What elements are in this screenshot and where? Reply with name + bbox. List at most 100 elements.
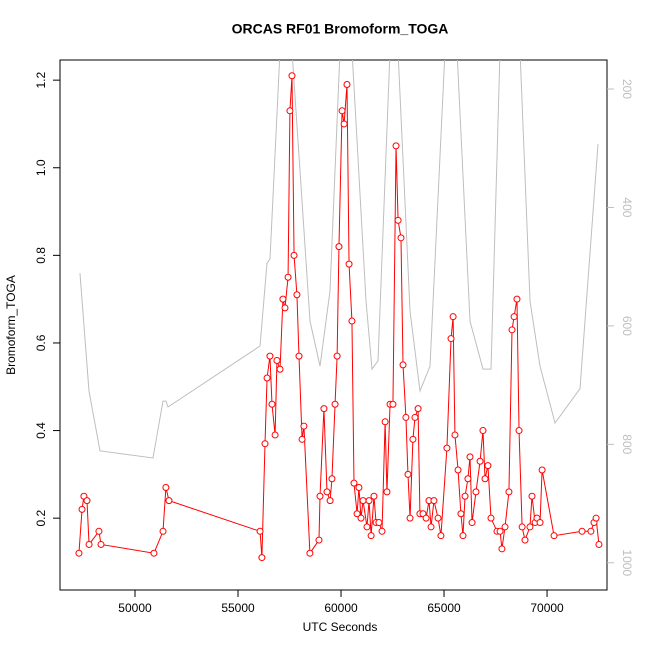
data-point <box>434 514 442 522</box>
plot-area <box>75 60 603 562</box>
data-point <box>383 488 391 496</box>
data-point <box>75 549 83 557</box>
x-axis-label: UTC Seconds <box>303 620 378 634</box>
data-point <box>350 479 358 487</box>
data-point <box>345 260 353 268</box>
data-point <box>378 527 386 535</box>
data-point <box>394 216 402 224</box>
data-point <box>328 475 336 483</box>
data-point <box>159 527 167 535</box>
data-point <box>430 497 438 505</box>
data-point <box>357 514 365 522</box>
data-point <box>306 549 314 557</box>
data-point <box>258 554 266 562</box>
data-point <box>333 352 341 360</box>
data-point <box>323 488 331 496</box>
data-point <box>288 72 296 80</box>
data-point <box>508 326 516 334</box>
data-point <box>284 273 292 281</box>
data-point <box>367 532 375 540</box>
data-point <box>501 523 509 531</box>
data-point <box>389 400 397 408</box>
data-point <box>404 470 412 478</box>
data-point <box>411 413 419 421</box>
data-point <box>397 234 405 242</box>
data-point <box>513 295 521 303</box>
x-tick-label: 70000 <box>530 601 564 615</box>
data-point <box>587 527 595 535</box>
data-point <box>273 356 281 364</box>
data-point <box>454 466 462 474</box>
data-point <box>422 514 430 522</box>
data-point <box>496 527 504 535</box>
data-point <box>427 523 435 531</box>
data-point <box>528 492 536 500</box>
data-point <box>498 545 506 553</box>
data-point <box>443 444 451 452</box>
plot-frame <box>59 59 608 591</box>
y-axis-label: Bromoform_TOGA <box>4 275 18 375</box>
data-point <box>414 405 422 413</box>
data-point <box>348 317 356 325</box>
data-point <box>487 514 495 522</box>
data-point <box>406 514 414 522</box>
data-point <box>355 484 363 492</box>
y-tick-label: 0.4 <box>34 422 48 439</box>
data-point <box>150 549 158 557</box>
series-line <box>78 75 600 558</box>
y2-tick-label: 600 <box>620 316 634 336</box>
y2-tick-label: 800 <box>620 434 634 454</box>
data-point <box>447 335 455 343</box>
data-point <box>279 295 287 303</box>
data-point <box>276 365 284 373</box>
data-point <box>261 440 269 448</box>
x-tick-label: 55000 <box>221 601 255 615</box>
data-point <box>300 422 308 430</box>
data-point <box>381 418 389 426</box>
data-point <box>293 291 301 299</box>
data-point <box>338 107 346 115</box>
x-tick-label: 65000 <box>427 601 461 615</box>
data-point <box>481 475 489 483</box>
data-point <box>464 475 472 483</box>
data-point <box>472 488 480 496</box>
data-point <box>365 497 373 505</box>
data-point <box>449 313 457 321</box>
data-point <box>521 536 529 544</box>
data-point <box>331 400 339 408</box>
data-point <box>271 431 279 439</box>
y-tick-label: 1.2 <box>34 71 48 88</box>
data-point <box>518 523 526 531</box>
data-point <box>286 107 294 115</box>
data-point <box>263 374 271 382</box>
data-point <box>409 435 417 443</box>
y2-tick-label: 1000 <box>620 549 634 576</box>
data-point <box>266 352 274 360</box>
data-point <box>461 492 469 500</box>
data-point <box>370 492 378 500</box>
y-tick-label: 0.8 <box>34 247 48 264</box>
data-point <box>451 431 459 439</box>
data-point <box>295 352 303 360</box>
data-point <box>526 523 534 531</box>
x-tick-label: 50000 <box>118 601 152 615</box>
data-point <box>363 523 371 531</box>
data-point <box>536 519 544 527</box>
data-point <box>457 510 465 518</box>
x-tick-label: 60000 <box>324 601 358 615</box>
data-point <box>335 243 343 251</box>
data-point <box>162 484 170 492</box>
data-point <box>326 497 334 505</box>
data-point <box>340 120 348 128</box>
data-point <box>375 519 383 527</box>
y-tick-label: 0.2 <box>34 510 48 527</box>
chart-title: ORCAS RF01 Bromoform_TOGA <box>232 21 449 37</box>
y-tick-label: 1.0 <box>34 159 48 176</box>
data-point <box>85 540 93 548</box>
data-point <box>459 532 467 540</box>
data-point <box>402 413 410 421</box>
y2-tick-label: 200 <box>620 79 634 99</box>
data-point <box>399 361 407 369</box>
